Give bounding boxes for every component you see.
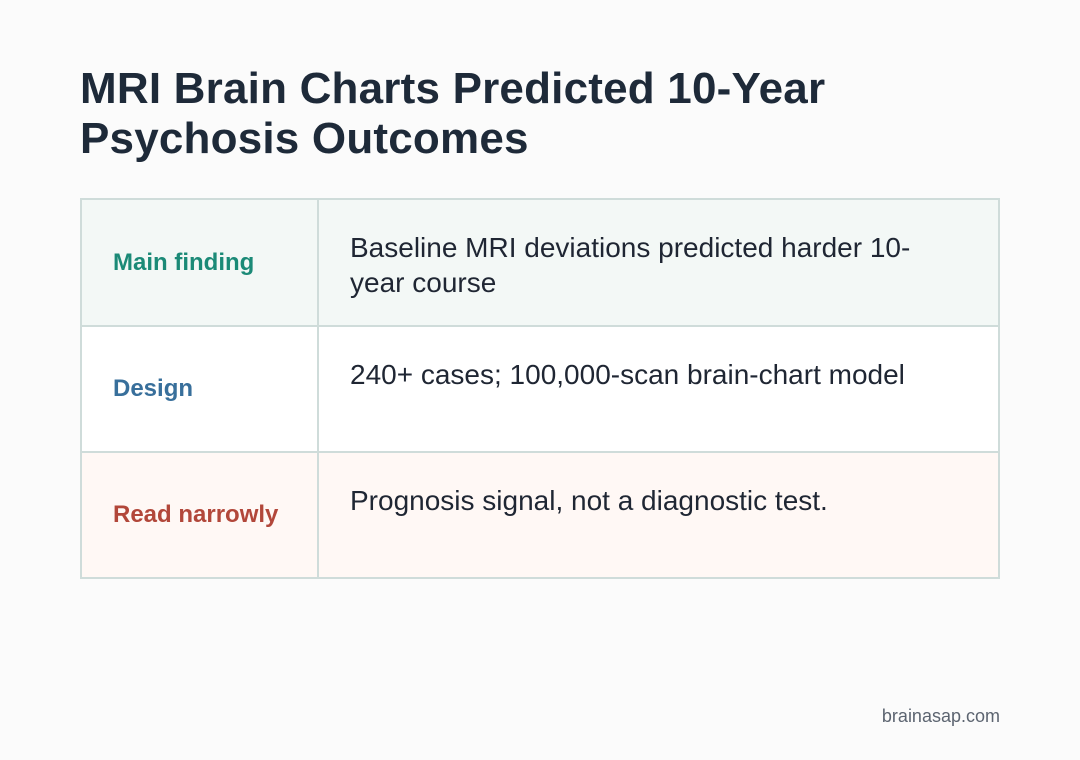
- site-credit: brainasap.com: [881, 706, 1000, 726]
- table-row-read-narrowly: Read narrowly Prognosis signal, not a di…: [82, 451, 998, 577]
- row-value-design: 240+ cases; 100,000-scan brain-chart mod…: [350, 359, 905, 390]
- row-value-cell: 240+ cases; 100,000-scan brain-chart mod…: [319, 327, 998, 451]
- row-value-cell: Prognosis signal, not a diagnostic test.: [319, 453, 998, 577]
- row-label-cell: Main finding: [82, 200, 319, 325]
- row-label-cell: Design: [82, 327, 319, 451]
- row-label-main-finding: Main finding: [113, 248, 255, 276]
- row-value-read-narrowly: Prognosis signal, not a diagnostic test.: [350, 485, 828, 516]
- table-row-design: Design 240+ cases; 100,000-scan brain-ch…: [82, 325, 998, 451]
- table-row-main-finding: Main finding Baseline MRI deviations pre…: [82, 200, 998, 325]
- row-value-main-finding: Baseline MRI deviations predicted harder…: [350, 232, 911, 298]
- summary-table: Main finding Baseline MRI deviations pre…: [80, 198, 1000, 579]
- row-label-design: Design: [113, 375, 194, 402]
- row-value-cell: Baseline MRI deviations predicted harder…: [319, 200, 998, 325]
- row-label-cell: Read narrowly: [82, 453, 319, 577]
- page-title: MRI Brain Charts Predicted 10-Year Psych…: [80, 64, 826, 163]
- row-label-read-narrowly: Read narrowly: [113, 501, 279, 528]
